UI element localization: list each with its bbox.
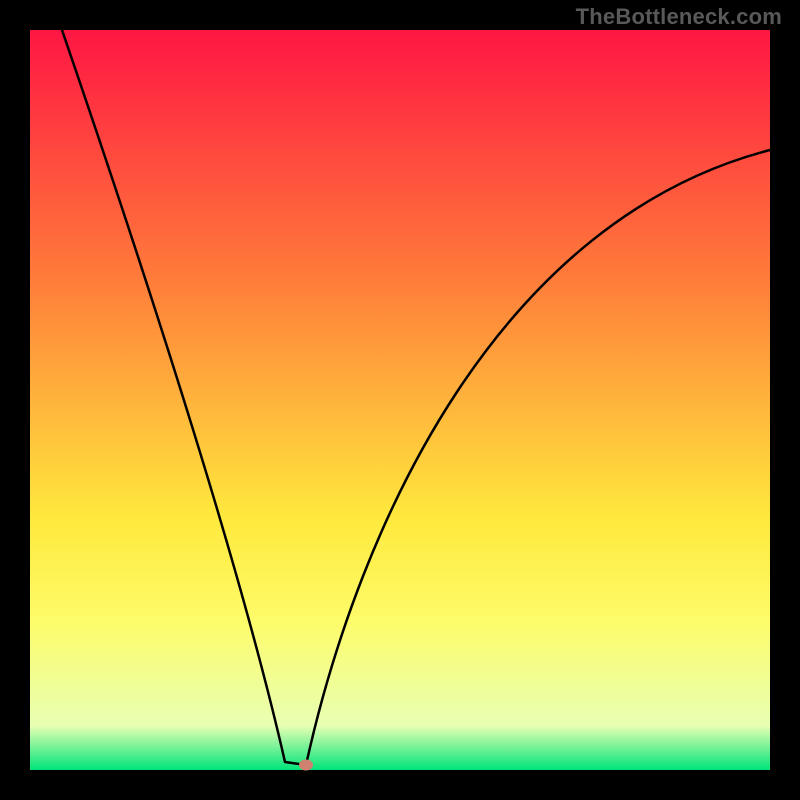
curve-path bbox=[62, 30, 770, 765]
plot-gradient-area bbox=[30, 30, 770, 770]
chart-container: TheBottleneck.com bbox=[0, 0, 800, 800]
optimal-point-marker bbox=[299, 760, 313, 771]
bottleneck-curve bbox=[30, 30, 770, 770]
watermark-text: TheBottleneck.com bbox=[576, 4, 782, 30]
